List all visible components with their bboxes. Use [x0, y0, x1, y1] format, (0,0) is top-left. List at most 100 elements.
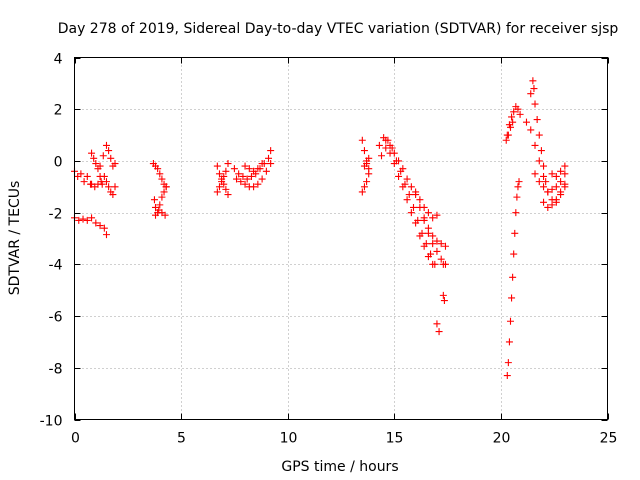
data-point	[424, 209, 432, 217]
data-point	[235, 170, 243, 178]
tick-labels: 0 5 10 15 20 25 -10 -8 -6 -4 -2 0 2 4	[40, 52, 618, 447]
data-point	[424, 224, 432, 232]
data-point	[258, 160, 266, 168]
data-point	[557, 167, 565, 175]
data-point	[360, 183, 368, 191]
data-point	[516, 110, 524, 118]
data-point	[158, 175, 166, 183]
data-point	[386, 141, 394, 149]
data-point	[552, 172, 560, 180]
data-point	[561, 162, 569, 170]
plot-frame	[74, 57, 608, 420]
data-point	[511, 229, 519, 237]
data-point	[254, 180, 262, 188]
data-point	[365, 170, 373, 178]
data-point	[360, 147, 368, 155]
data-point	[544, 188, 552, 196]
data-point	[412, 191, 420, 199]
data-point	[416, 203, 424, 211]
data-point	[222, 185, 230, 193]
data-point	[441, 242, 449, 250]
data-point	[96, 162, 104, 170]
data-point	[162, 183, 170, 191]
data-point	[433, 320, 441, 328]
data-point	[403, 175, 411, 183]
data-point	[437, 240, 445, 248]
data-point	[407, 183, 415, 191]
y-tick-label: -6	[49, 310, 63, 326]
data-point	[258, 175, 266, 183]
data-point	[243, 175, 251, 183]
data-point	[241, 180, 249, 188]
data-point	[254, 165, 262, 173]
data-point	[395, 172, 403, 180]
data-point	[510, 108, 518, 116]
data-point	[405, 191, 413, 199]
data-point	[237, 178, 245, 186]
data-point	[262, 167, 270, 175]
data-point	[80, 178, 88, 186]
data-point	[102, 141, 110, 149]
x-axis-label: GPS time / hours	[281, 459, 398, 475]
data-point	[79, 215, 87, 223]
data-point	[440, 297, 448, 305]
data-point	[215, 183, 223, 191]
y-tick-label: 2	[54, 103, 63, 119]
data-point	[512, 209, 520, 217]
data-point	[265, 154, 273, 162]
data-point	[215, 170, 223, 178]
data-point	[508, 113, 516, 121]
data-point	[395, 157, 403, 165]
data-point	[416, 196, 424, 204]
data-point	[510, 250, 518, 258]
data-point	[250, 167, 258, 175]
data-point	[535, 157, 543, 165]
data-point	[437, 255, 445, 263]
data-point	[111, 183, 119, 191]
data-point	[429, 240, 437, 248]
data-point	[213, 162, 221, 170]
data-point	[378, 152, 386, 160]
data-point	[514, 183, 522, 191]
data-point	[542, 178, 550, 186]
y-tick-label: 4	[54, 52, 63, 68]
data-point	[505, 338, 513, 346]
chart-title: Day 278 of 2019, Sidereal Day-to-day VTE…	[58, 21, 619, 37]
grid	[74, 57, 608, 420]
data-point	[508, 294, 516, 302]
data-point	[506, 123, 514, 131]
y-axis-label: SDTVAR / TECUs	[7, 181, 23, 296]
data-point	[156, 201, 164, 209]
data-point	[88, 149, 96, 157]
data-point	[530, 85, 538, 93]
data-point	[506, 317, 514, 325]
data-point	[158, 193, 166, 201]
data-point	[109, 191, 117, 199]
data-point	[382, 144, 390, 152]
y-tick-label: 0	[54, 155, 63, 171]
data-point	[504, 359, 512, 367]
data-point	[250, 183, 258, 191]
y-tick-label: -8	[49, 362, 63, 378]
data-point	[548, 170, 556, 178]
x-tick-label: 5	[177, 431, 186, 447]
data-point	[363, 160, 371, 168]
data-point	[433, 211, 441, 219]
data-point	[407, 209, 415, 217]
data-point	[527, 126, 535, 134]
data-point	[561, 170, 569, 178]
data-point	[429, 232, 437, 240]
data-point	[515, 178, 523, 186]
data-point	[416, 232, 424, 240]
data-point	[390, 149, 398, 157]
data-point	[107, 154, 115, 162]
data-point	[433, 247, 441, 255]
data-point	[92, 160, 100, 168]
data-point	[540, 183, 548, 191]
data-point	[509, 118, 517, 126]
data-point	[358, 188, 366, 196]
data-point	[535, 178, 543, 186]
data-point	[552, 196, 560, 204]
y-tick-label: -10	[40, 414, 63, 430]
data-point	[218, 178, 226, 186]
